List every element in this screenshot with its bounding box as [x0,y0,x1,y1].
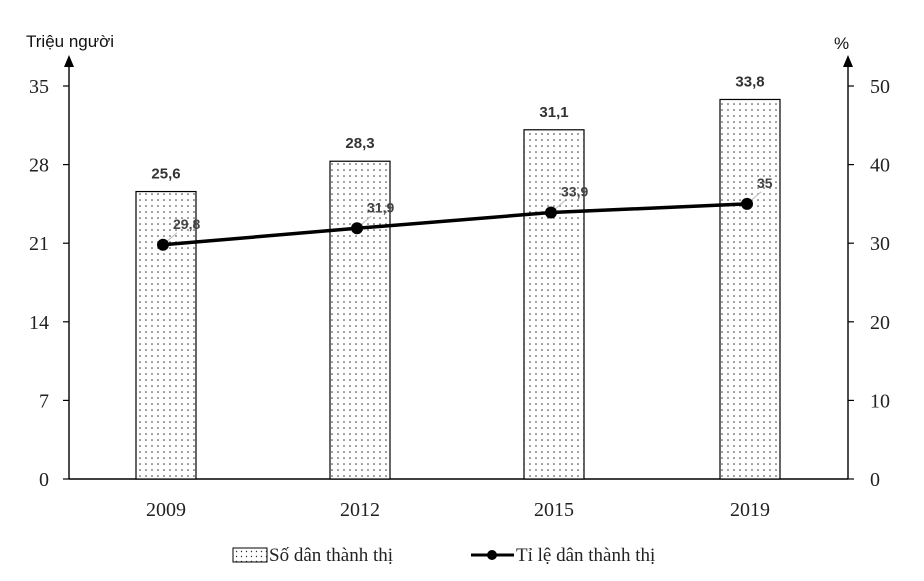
right-tick-label: 50 [870,76,890,98]
legend: Số dân thành thị Tỉ lệ dân thành thị [232,545,655,566]
legend-bar-label: Số dân thành thị [269,545,393,566]
x-tick-label: 2012 [340,499,380,521]
bar-series [135,98,781,480]
line-data-label: 31,9 [367,199,394,215]
left-tick-label: 35 [29,76,49,98]
line-point [741,197,753,210]
right-tick-label: 40 [870,155,890,177]
right-tick-label: 0 [870,469,880,491]
left-axis-unit: Triệu người [26,32,114,51]
left-tick-label: 14 [29,312,49,334]
right-tick-label: 30 [870,233,890,255]
left-axis-ticks: 0 7 14 21 28 35 [29,76,69,491]
left-axis-arrow [64,55,74,67]
left-tick-label: 28 [29,155,49,177]
axes [64,55,853,480]
line-data-label: 33,9 [561,184,588,200]
legend-line-label: Tỉ lệ dân thành thị [516,545,655,566]
line-data-label: 29,8 [173,216,200,232]
line-series: 29,8 31,9 33,9 35 [157,175,773,251]
bar-data-label: 28,3 [345,135,374,152]
left-tick-label: 7 [39,390,49,412]
right-tick-label: 20 [870,312,890,334]
right-tick-label: 10 [870,390,890,412]
line-data-label: 35 [757,175,773,191]
x-tick-label: 2015 [534,499,574,521]
right-axis-ticks: 0 10 20 30 40 50 [848,76,890,491]
line-point [545,206,557,219]
left-tick-label: 21 [29,233,49,255]
line-point [157,238,169,251]
x-tick-label: 2009 [146,499,186,521]
legend-bar-swatch [232,547,268,563]
right-axis-unit: % [834,34,849,53]
x-tick-label: 2019 [730,499,770,521]
bar [135,190,197,480]
bar [719,98,781,480]
bar-data-label: 25,6 [151,166,180,183]
bar-data-labels: 25,6 28,3 31,1 33,8 [151,73,764,182]
x-axis-ticks: 2009 2012 2015 2019 [146,499,770,521]
line-point [351,222,363,235]
bar-data-label: 31,1 [539,104,568,121]
left-tick-label: 0 [39,469,49,491]
bar [523,129,585,480]
bar-data-label: 33,8 [735,73,764,90]
legend-line-marker [487,550,497,560]
right-axis-arrow [843,55,853,67]
line-path [162,202,748,247]
bar [329,160,391,480]
